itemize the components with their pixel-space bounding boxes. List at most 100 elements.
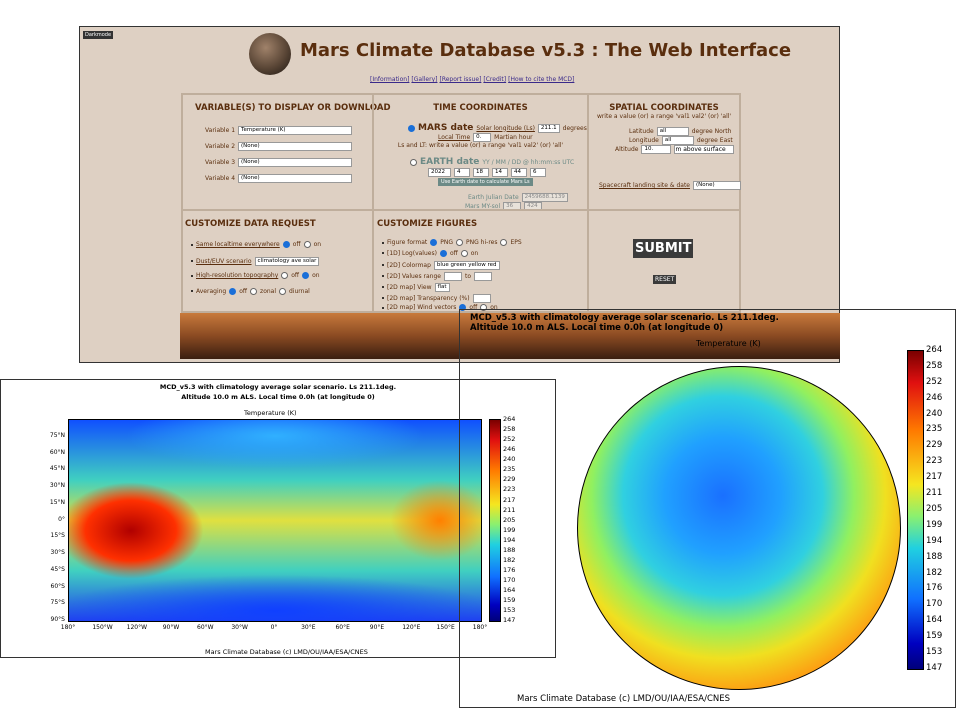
earth-field[interactable]: 2022 bbox=[428, 168, 451, 177]
select[interactable]: blue green yellow red bbox=[433, 260, 500, 270]
option-row: Averaging off zonal diurnal bbox=[191, 287, 310, 295]
radio[interactable] bbox=[408, 124, 415, 132]
x-tick-label: 0° bbox=[270, 624, 278, 631]
plot-title: MCD_v5.3 with climatology average solar … bbox=[159, 383, 397, 391]
input[interactable] bbox=[474, 271, 493, 281]
link[interactable]: [Credit] bbox=[483, 76, 507, 83]
link[interactable]: [Report issue] bbox=[439, 76, 482, 83]
earth-field[interactable]: 44 bbox=[511, 168, 527, 177]
option-label: [2D] Values range bbox=[387, 272, 441, 280]
ls-unit: degrees bbox=[562, 124, 587, 132]
radio[interactable] bbox=[456, 239, 464, 246]
y-tick-label: 15°S bbox=[50, 532, 65, 540]
radio[interactable] bbox=[500, 239, 508, 246]
colorbar-tick-label: 153 bbox=[503, 606, 516, 615]
coord-row: Longitude all degree East bbox=[629, 136, 733, 145]
jd-row: Earth Julian Date 2459688.1139 bbox=[468, 193, 568, 202]
heading: CUSTOMIZE DATA REQUEST bbox=[185, 219, 316, 229]
link[interactable]: [How to cite the MCD] bbox=[508, 76, 575, 83]
radio-label: PNG bbox=[440, 239, 454, 246]
colorbar-tick-label: 252 bbox=[503, 435, 516, 444]
input[interactable] bbox=[472, 293, 491, 303]
darkmode-button[interactable]: Darkmode bbox=[83, 31, 114, 39]
radio[interactable] bbox=[480, 304, 488, 312]
coord-unit: degree North bbox=[691, 128, 732, 135]
x-tick-label: 150°E bbox=[436, 624, 455, 631]
ls-input[interactable]: 211.1 bbox=[537, 123, 560, 133]
option-label: High-resolution topography bbox=[196, 272, 279, 279]
variable-select[interactable]: Temperature (K) bbox=[238, 126, 353, 135]
colorbar-tick-label: 252 bbox=[926, 376, 943, 387]
select[interactable]: climatology ave solar bbox=[254, 256, 320, 266]
radio[interactable] bbox=[460, 249, 468, 257]
variables-box: VARIABLE(S) TO DISPLAY OR DOWNLOAD Variab… bbox=[181, 93, 391, 211]
option-row: [2D] Colormap blue green yellow red bbox=[382, 260, 500, 270]
y-tick-label: 75°N bbox=[49, 431, 65, 439]
radio[interactable] bbox=[303, 241, 311, 248]
option-label: [2D] Colormap bbox=[387, 261, 431, 269]
colorbar-tick-label: 229 bbox=[926, 440, 943, 451]
radio-label: off bbox=[449, 249, 458, 257]
earth-field[interactable]: 6 bbox=[530, 168, 546, 177]
option-label: Same localtime everywhere bbox=[196, 241, 280, 248]
submit-button[interactable]: SUBMIT bbox=[633, 239, 694, 258]
mysol-label: Mars MY-sol bbox=[465, 203, 501, 210]
map-plot: MCD_v5.3 with climatology average solar … bbox=[0, 379, 556, 658]
spatial-box: SPATIAL COORDINATES write a value (or) a … bbox=[587, 93, 741, 211]
variable-select[interactable]: (None) bbox=[238, 142, 353, 151]
option-label: Figure format bbox=[387, 239, 428, 246]
coord-input[interactable]: all bbox=[661, 136, 694, 145]
variable-row: Variable 2 (None) bbox=[205, 142, 353, 151]
input[interactable] bbox=[443, 271, 462, 281]
option-row: [2D map] View flat bbox=[382, 282, 450, 292]
variable-select[interactable]: (None) bbox=[238, 174, 353, 183]
radio[interactable] bbox=[459, 304, 467, 312]
coord-input[interactable]: all bbox=[656, 127, 689, 136]
radio[interactable] bbox=[410, 158, 417, 166]
earth-field[interactable]: 14 bbox=[492, 168, 508, 177]
y-tick-label: 45°N bbox=[49, 465, 65, 473]
y-tick-label: 75°S bbox=[50, 599, 65, 607]
colorbar-tick-label: 258 bbox=[926, 360, 943, 371]
radio[interactable] bbox=[281, 272, 289, 279]
radio[interactable] bbox=[250, 287, 258, 295]
radio[interactable] bbox=[279, 287, 287, 295]
spatial-hint: write a value (or) a range 'val1 val2' (… bbox=[596, 113, 732, 120]
coord-input[interactable]: 10. bbox=[641, 145, 672, 154]
planet-logo bbox=[249, 33, 291, 75]
radio[interactable] bbox=[229, 287, 237, 295]
colorbar-tick-label: 176 bbox=[503, 565, 516, 574]
landing-select[interactable]: (None) bbox=[693, 181, 741, 190]
radio[interactable] bbox=[439, 249, 447, 257]
earth-field[interactable]: 4 bbox=[454, 168, 470, 177]
earth-button[interactable]: Use Earth date to calculate Mars Ls bbox=[438, 178, 533, 186]
select[interactable]: flat bbox=[434, 282, 450, 292]
reset-button[interactable]: RESET bbox=[653, 275, 677, 284]
radio[interactable] bbox=[302, 272, 310, 279]
bullet bbox=[382, 264, 384, 267]
coord-unit: degree East bbox=[696, 137, 733, 144]
option-row: [2D map] Wind vectors off on bbox=[382, 304, 498, 312]
time-box: TIME COORDINATES MARS date Solar longitude… bbox=[372, 93, 589, 211]
plot-footer: Mars Climate Database (c) LMD/OU/IAA/ESA… bbox=[517, 694, 730, 704]
variable-select[interactable]: (None) bbox=[238, 158, 353, 167]
heading: SPATIAL COORDINATES bbox=[609, 103, 719, 113]
x-tick-label: 180° bbox=[472, 624, 488, 631]
colorbar-tick-label: 211 bbox=[926, 488, 943, 498]
radio[interactable] bbox=[282, 241, 290, 248]
earth-date-row: EARTH date YY / MM / DD @ hh:mm:ss UTC bbox=[410, 157, 574, 167]
earth-field[interactable]: 18 bbox=[473, 168, 489, 177]
bullet bbox=[191, 243, 193, 246]
lt-input[interactable]: 0. bbox=[473, 133, 492, 142]
colorbar-tick-label: 246 bbox=[503, 445, 516, 454]
radio[interactable] bbox=[430, 239, 438, 246]
temperature-map bbox=[68, 419, 482, 622]
jd-value: 2459688.1139 bbox=[521, 193, 568, 202]
option-label: [2D map] Wind vectors bbox=[387, 304, 457, 312]
colorbar-tick-label: 159 bbox=[926, 631, 943, 642]
ls-label: Solar longitude (Ls) bbox=[476, 124, 535, 132]
link[interactable]: [Gallery] bbox=[411, 76, 438, 83]
link[interactable]: [Information] bbox=[370, 76, 410, 83]
colorbar-tick-label: 240 bbox=[503, 455, 516, 464]
